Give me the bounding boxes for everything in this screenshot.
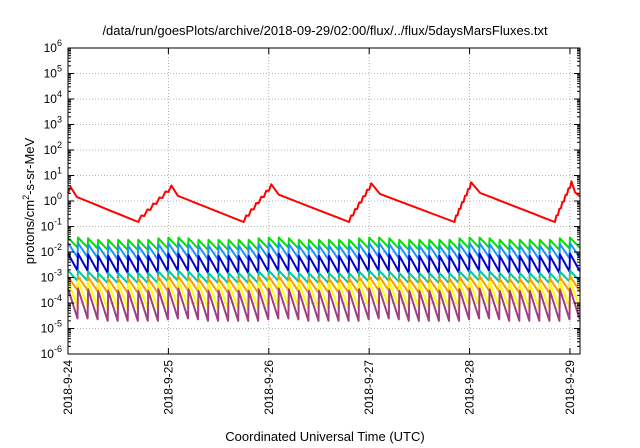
y-tick-base: 10 bbox=[41, 322, 55, 336]
y-tick-exponent: -5 bbox=[54, 319, 62, 329]
y-axis-label-sup: 2 bbox=[21, 195, 31, 200]
y-tick-base: 10 bbox=[44, 118, 58, 132]
series-group bbox=[67, 180, 581, 322]
y-tick-exponent: 6 bbox=[57, 38, 62, 48]
y-tick-label: 102 bbox=[44, 140, 62, 157]
y-tick-label: 10-5 bbox=[41, 319, 62, 336]
x-tick-label: 2018-9-26 bbox=[262, 360, 276, 415]
y-tick-label: 100 bbox=[44, 191, 62, 208]
series-line-1 bbox=[67, 180, 581, 223]
x-tick-label: 2018-9-24 bbox=[61, 360, 75, 415]
y-tick-exponent: 2 bbox=[57, 140, 62, 150]
y-tick-exponent: -2 bbox=[54, 242, 62, 252]
y-axis-label-prefix: protons/cm bbox=[22, 200, 37, 264]
y-tick-base: 10 bbox=[41, 271, 55, 285]
y-tick-base: 10 bbox=[41, 347, 55, 361]
y-tick-label: 101 bbox=[44, 166, 62, 183]
y-tick-exponent: -4 bbox=[54, 293, 62, 303]
y-axis-label-suffix: -s-sr-MeV bbox=[22, 137, 37, 194]
y-tick-label: 10-4 bbox=[41, 293, 62, 310]
x-tick-label: 2018-9-29 bbox=[563, 360, 577, 415]
y-axis-ticks: 10-610-510-410-310-210-11001011021031041… bbox=[41, 38, 580, 361]
y-tick-base: 10 bbox=[41, 245, 55, 259]
y-tick-base: 10 bbox=[41, 220, 55, 234]
y-tick-base: 10 bbox=[44, 92, 58, 106]
y-tick-base: 10 bbox=[44, 194, 58, 208]
y-tick-exponent: 1 bbox=[57, 166, 62, 176]
y-tick-exponent: -3 bbox=[54, 268, 62, 278]
y-tick-base: 10 bbox=[44, 67, 58, 81]
y-tick-exponent: 4 bbox=[57, 89, 62, 99]
y-tick-label: 10-1 bbox=[41, 217, 62, 234]
y-axis-label: protons/cm2-s-sr-MeV bbox=[21, 137, 37, 264]
y-tick-exponent: 0 bbox=[57, 191, 62, 201]
y-tick-label: 104 bbox=[44, 89, 62, 106]
y-tick-label: 10-3 bbox=[41, 268, 62, 285]
y-tick-label: 103 bbox=[44, 115, 62, 132]
x-tick-label: 2018-9-28 bbox=[463, 360, 477, 415]
y-tick-base: 10 bbox=[44, 143, 58, 157]
y-tick-label: 10-6 bbox=[41, 344, 62, 361]
y-tick-exponent: 5 bbox=[57, 64, 62, 74]
y-tick-label: 10-2 bbox=[41, 242, 62, 259]
series-line-5 bbox=[67, 269, 581, 285]
y-tick-base: 10 bbox=[44, 41, 58, 55]
y-tick-label: 106 bbox=[44, 38, 62, 55]
x-axis-ticks: 2018-9-24 2018-9-25 2018-9-26 2018-9-27 2018… bbox=[61, 48, 577, 415]
y-tick-exponent: -1 bbox=[54, 217, 62, 227]
y-tick-exponent: 3 bbox=[57, 115, 62, 125]
series-line-2 bbox=[67, 236, 581, 251]
y-tick-base: 10 bbox=[44, 169, 58, 183]
chart-title: /data/run/goesPlots/archive/2018-09-29/0… bbox=[102, 23, 548, 38]
x-tick-label: 2018-9-25 bbox=[161, 360, 175, 415]
y-tick-base: 10 bbox=[41, 296, 55, 310]
series-line-8 bbox=[67, 287, 581, 322]
y-tick-exponent: -6 bbox=[54, 344, 62, 354]
x-axis-label: Coordinated Universal Time (UTC) bbox=[225, 429, 424, 444]
x-tick-label: 2018-9-27 bbox=[362, 360, 376, 415]
y-tick-label: 105 bbox=[44, 64, 62, 81]
